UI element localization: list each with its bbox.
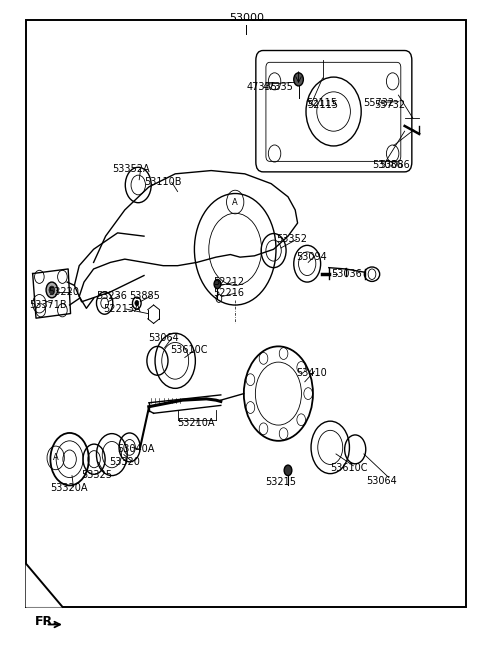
Circle shape bbox=[214, 279, 221, 289]
Text: 53036: 53036 bbox=[331, 268, 362, 279]
Bar bbox=[26, 20, 466, 607]
Text: 53325: 53325 bbox=[82, 470, 113, 480]
Text: 52115: 52115 bbox=[306, 98, 337, 108]
Text: 53215: 53215 bbox=[265, 477, 296, 487]
Text: 52115: 52115 bbox=[307, 100, 338, 110]
Text: 53110B: 53110B bbox=[144, 177, 181, 188]
Circle shape bbox=[49, 286, 55, 294]
Text: 53885: 53885 bbox=[130, 291, 160, 301]
Text: 53410: 53410 bbox=[297, 367, 327, 378]
Circle shape bbox=[294, 73, 303, 86]
Polygon shape bbox=[26, 564, 62, 607]
Text: 53352: 53352 bbox=[276, 234, 307, 245]
Text: 55732: 55732 bbox=[363, 98, 395, 108]
Text: 53320A: 53320A bbox=[50, 483, 88, 493]
Circle shape bbox=[284, 465, 292, 476]
Text: A: A bbox=[53, 453, 59, 462]
Text: FR.: FR. bbox=[35, 615, 58, 628]
Text: 53610C: 53610C bbox=[170, 345, 208, 356]
Text: 52212: 52212 bbox=[214, 277, 245, 287]
FancyBboxPatch shape bbox=[256, 51, 412, 172]
Text: 53064: 53064 bbox=[148, 333, 179, 343]
Circle shape bbox=[46, 282, 58, 298]
Text: 53371B: 53371B bbox=[29, 300, 66, 310]
Text: 53064: 53064 bbox=[366, 476, 396, 486]
Text: 53210A: 53210A bbox=[178, 418, 215, 428]
Text: 53320: 53320 bbox=[109, 457, 140, 467]
Text: A: A bbox=[232, 197, 238, 207]
Text: 52213A: 52213A bbox=[103, 304, 140, 314]
Text: 53000: 53000 bbox=[229, 13, 264, 24]
Text: 53220: 53220 bbox=[48, 287, 79, 297]
Text: 55732: 55732 bbox=[374, 100, 406, 110]
Text: 53352A: 53352A bbox=[112, 164, 149, 174]
Text: 53086: 53086 bbox=[379, 160, 410, 171]
Circle shape bbox=[135, 300, 139, 306]
Text: 53236: 53236 bbox=[96, 291, 127, 301]
Text: 52216: 52216 bbox=[214, 288, 245, 298]
Text: 53086: 53086 bbox=[372, 160, 403, 171]
Text: 53094: 53094 bbox=[297, 252, 327, 262]
Text: 47335: 47335 bbox=[263, 81, 294, 92]
Text: 53040A: 53040A bbox=[118, 444, 155, 455]
Text: 47335: 47335 bbox=[246, 81, 277, 92]
Text: 53610C: 53610C bbox=[330, 463, 368, 474]
